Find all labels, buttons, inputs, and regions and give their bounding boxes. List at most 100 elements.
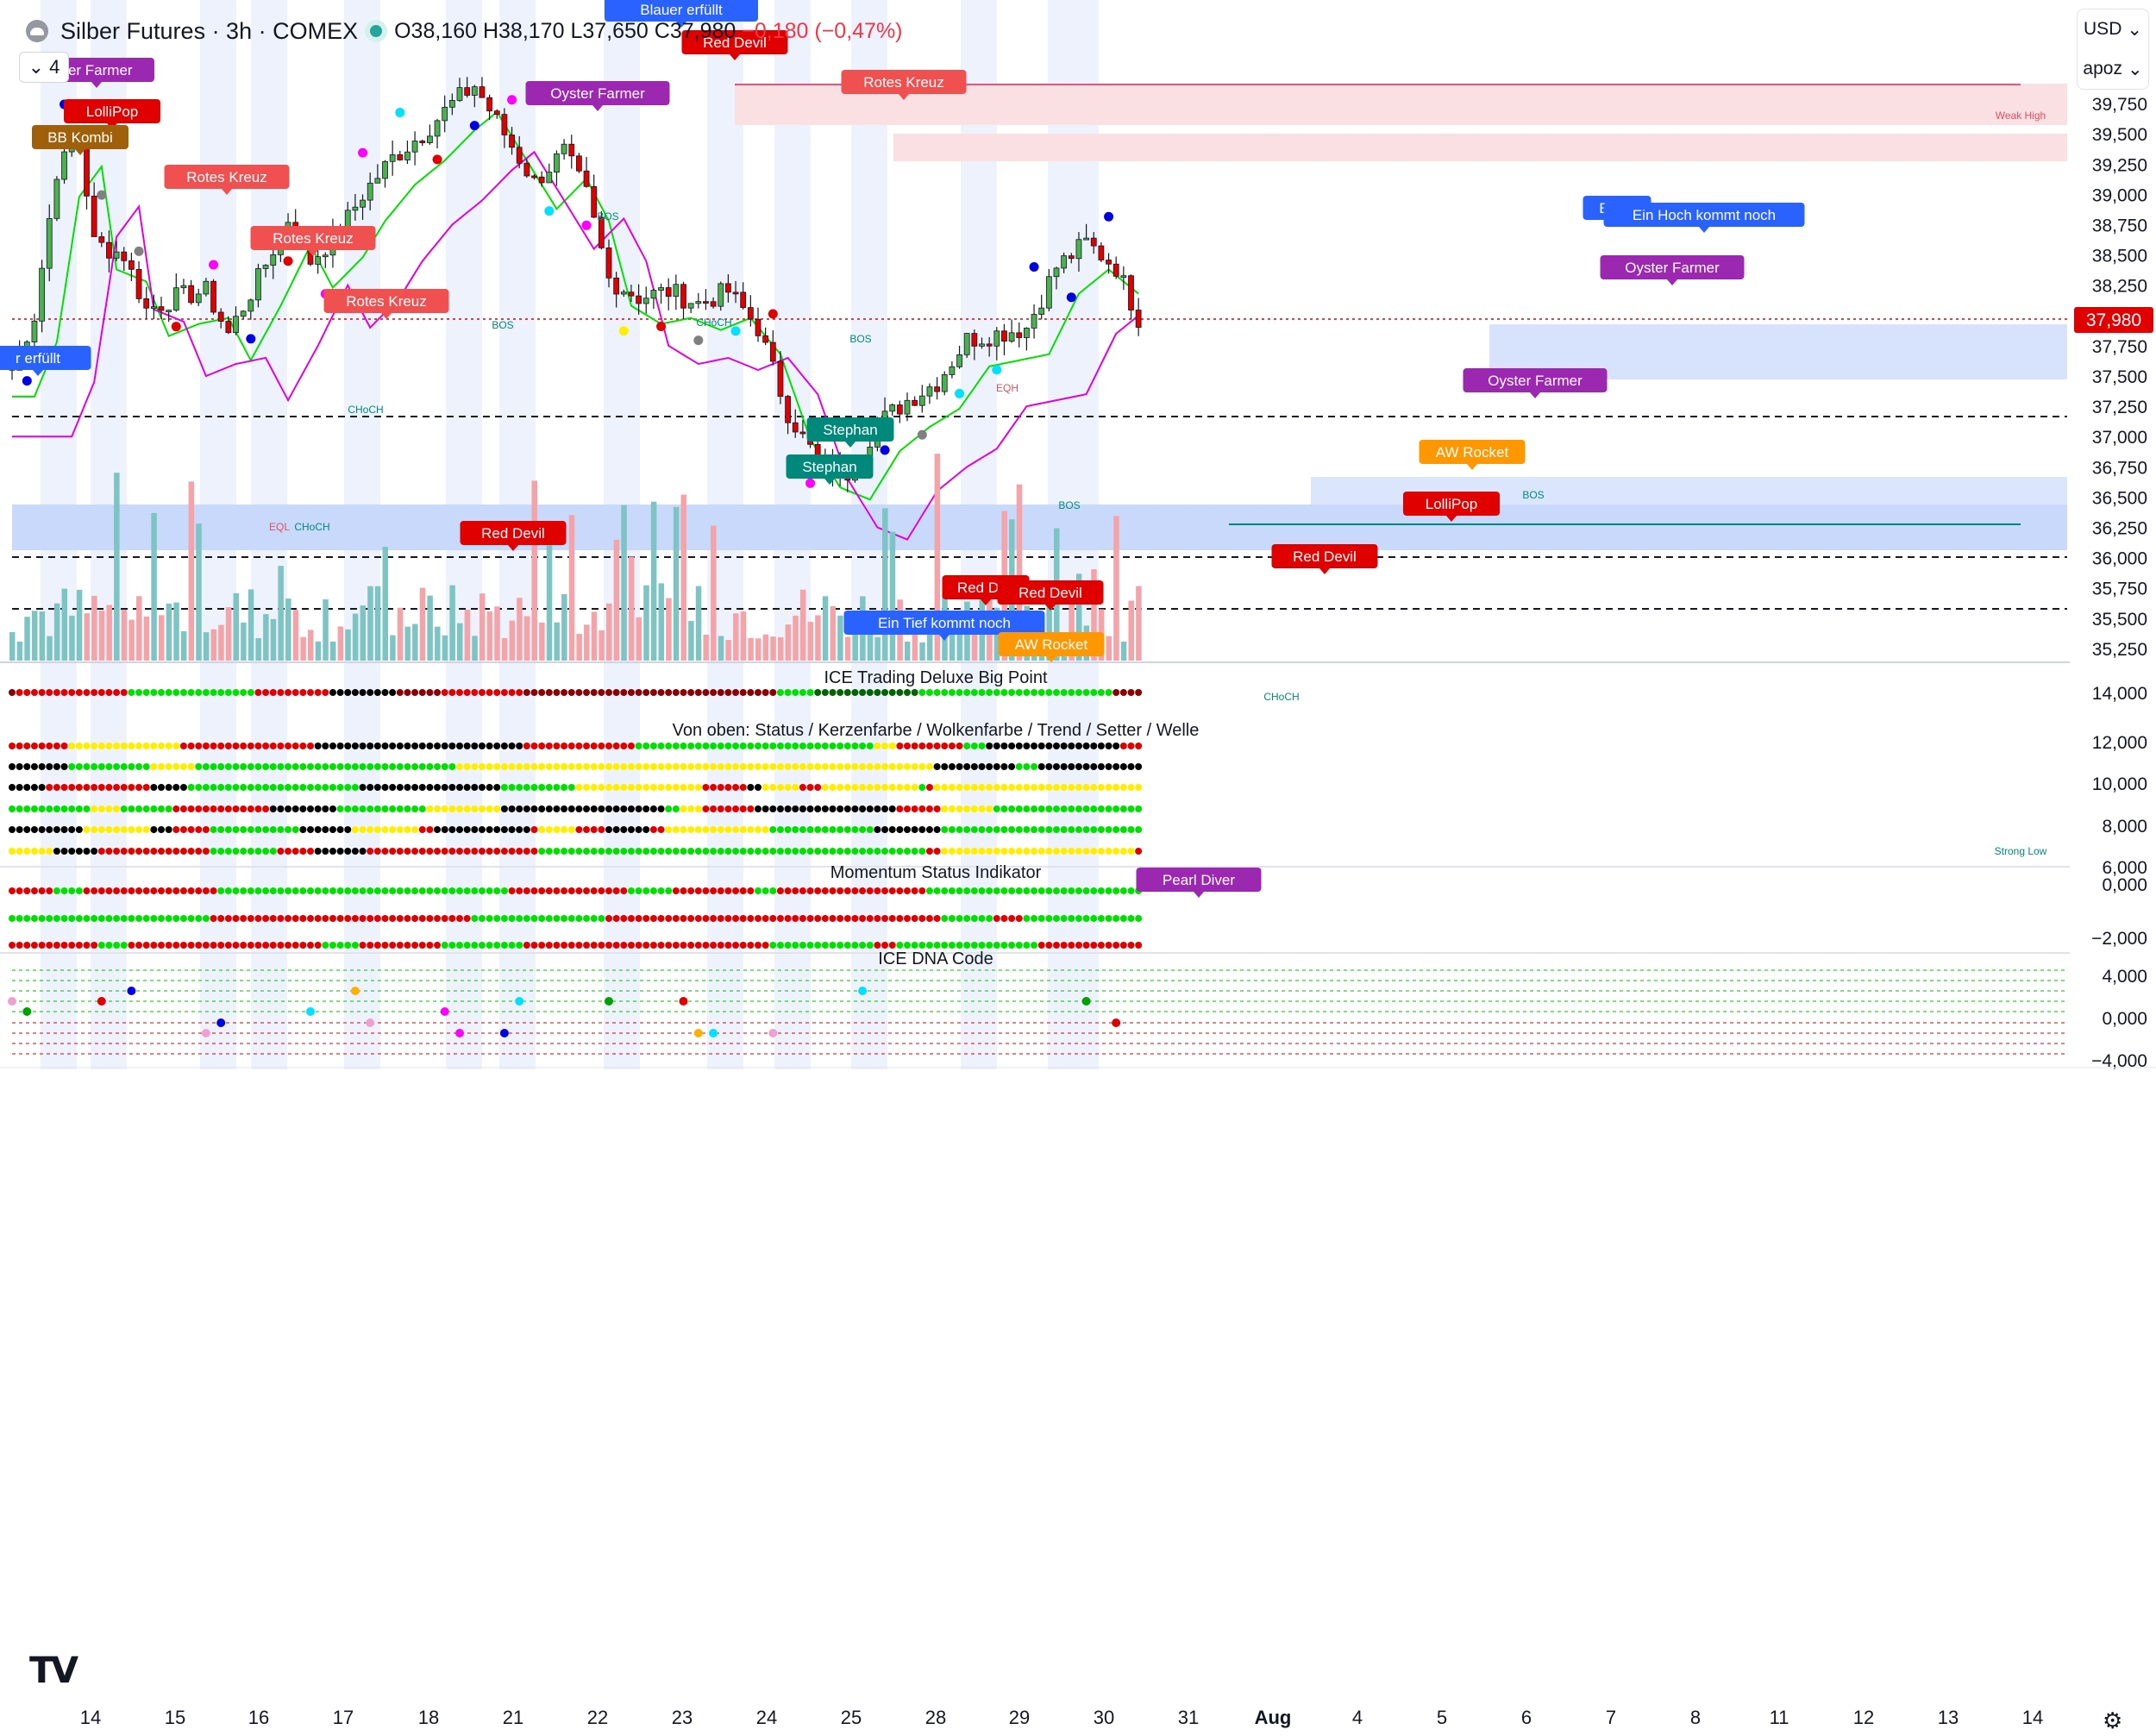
status-dot — [434, 805, 442, 812]
status-dot — [344, 942, 352, 949]
status-dot — [583, 689, 591, 696]
status-dot — [471, 826, 479, 833]
volume-bar — [949, 629, 956, 661]
status-dot — [1023, 763, 1031, 770]
status-dot — [598, 763, 605, 770]
status-dot — [821, 689, 829, 696]
candle-body — [448, 99, 455, 108]
status-dot — [1037, 743, 1045, 749]
status-dot — [1082, 763, 1090, 770]
volume-bar — [576, 634, 582, 661]
status-dot — [60, 826, 68, 833]
market-status-icon[interactable] — [370, 25, 383, 37]
status-dot — [1097, 784, 1105, 791]
status-dot — [806, 826, 814, 833]
scale-mode-select[interactable]: apoz ⌄ — [2078, 49, 2148, 89]
status-dot — [642, 689, 650, 696]
candle-body — [84, 141, 90, 197]
status-dot — [963, 763, 971, 770]
status-dot — [91, 848, 98, 855]
status-dot — [1045, 763, 1053, 770]
status-dot — [837, 689, 844, 696]
currency-select[interactable]: USD ⌄ — [2078, 9, 2148, 49]
dna-dot — [366, 1018, 375, 1027]
status-dot — [538, 689, 546, 696]
status-dot — [113, 848, 121, 855]
status-dot — [165, 942, 172, 949]
status-dot — [657, 689, 665, 696]
status-dot — [500, 805, 508, 812]
status-dot — [426, 826, 434, 833]
status-dot — [120, 942, 128, 949]
status-dot — [970, 942, 978, 949]
status-dot — [1045, 942, 1053, 949]
candle-body — [486, 97, 492, 112]
signal-label-pointer — [824, 479, 835, 485]
status-dot — [373, 826, 381, 833]
status-dot — [291, 784, 299, 791]
status-dot — [426, 805, 434, 812]
status-dot — [605, 784, 612, 791]
status-dot — [46, 826, 53, 833]
status-dot — [120, 848, 128, 855]
gear-icon[interactable]: ⚙ — [2103, 1708, 2123, 1733]
status-dot — [389, 915, 397, 922]
status-dot — [575, 784, 583, 791]
status-dot — [23, 763, 31, 770]
candle-body — [673, 284, 680, 298]
status-dot — [904, 915, 911, 922]
status-dot — [575, 887, 583, 894]
status-dot — [418, 915, 426, 922]
time-tick-label: 7 — [1606, 1707, 1616, 1728]
status-dot — [642, 805, 650, 812]
status-dot — [150, 942, 158, 949]
signal-label-text: Red Devil — [481, 525, 545, 542]
status-dot — [1023, 826, 1031, 833]
status-dot — [254, 848, 262, 855]
status-dot — [277, 848, 285, 855]
status-dot — [172, 848, 180, 855]
indicator-collapse-button[interactable]: ⌄ 4 — [19, 52, 69, 83]
status-dot — [1112, 887, 1120, 894]
status-dot — [970, 826, 978, 833]
status-dot — [486, 784, 493, 791]
status-dot — [851, 915, 859, 922]
status-dot — [411, 689, 419, 696]
candle-body — [360, 199, 366, 208]
status-dot — [60, 805, 68, 812]
status-dot — [91, 743, 98, 749]
tradingview-logo-icon[interactable]: TV — [29, 1649, 78, 1691]
status-dot — [396, 887, 404, 894]
status-dot — [1045, 784, 1053, 791]
status-dot — [53, 805, 60, 812]
status-dot — [322, 887, 329, 894]
status-dot — [627, 887, 635, 894]
volume-bar — [486, 611, 493, 661]
pane-tick-label: 4,000 — [2102, 967, 2147, 987]
status-dot — [859, 848, 867, 855]
status-dot — [307, 805, 314, 812]
volume-bar — [971, 618, 978, 661]
status-dot — [1031, 942, 1038, 949]
status-dot — [717, 689, 724, 696]
signal-label-box — [1403, 492, 1500, 516]
status-dot — [837, 942, 844, 949]
status-dot — [389, 743, 397, 749]
status-dot — [277, 784, 285, 791]
status-dot — [806, 743, 814, 749]
status-dot — [381, 743, 389, 749]
status-dot — [195, 689, 203, 696]
candle-body — [434, 120, 441, 137]
status-dot — [948, 848, 956, 855]
status-dot — [478, 763, 486, 770]
dna-dot — [1112, 1018, 1121, 1027]
status-dot — [373, 887, 381, 894]
status-dot — [411, 743, 419, 749]
signal-label-pointer — [508, 545, 518, 551]
chart-header: Silber Futures · 3h · COMEX O38,160 H38,… — [26, 12, 903, 50]
status-dot — [187, 784, 195, 791]
price-tick-label: 37,750 — [2092, 337, 2147, 357]
status-dot — [210, 887, 217, 894]
symbol-title[interactable]: Silber Futures · 3h · COMEX — [60, 17, 359, 44]
